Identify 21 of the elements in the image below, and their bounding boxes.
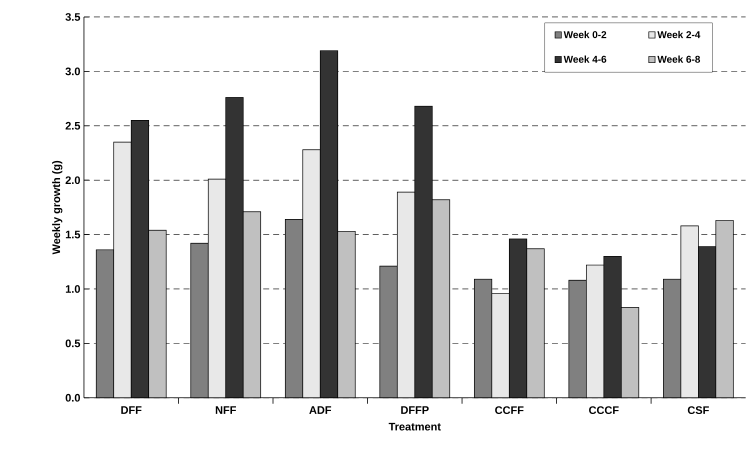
x-tick-label: CCFF	[495, 406, 524, 414]
y-tick-label: 0.0	[66, 394, 80, 402]
legend-label: Week 2-4	[657, 30, 700, 38]
x-tick-label: DFF	[121, 406, 142, 414]
x-tick-label: ADF	[309, 406, 332, 414]
y-tick-label: 1.0	[66, 285, 80, 293]
legend-label: Week 0-2	[564, 30, 606, 38]
y-tick-label: 1.5	[66, 230, 80, 239]
x-tick-label: CSF	[688, 406, 709, 414]
x-tick-label: NFF	[216, 406, 236, 414]
y-tick-label: 2.5	[66, 122, 80, 130]
y-tick-label: 2.0	[66, 176, 80, 184]
legend-label: Week 6-8	[657, 56, 700, 63]
y-tick-label: 0.5	[66, 340, 80, 348]
y-tick-label: 3.5	[65, 13, 80, 21]
x-tick-label: CCCF	[589, 406, 619, 414]
x-tick-label: DFFP	[401, 406, 429, 414]
legend-label: Week 4-6	[564, 56, 606, 63]
x-axis-title: Treatment	[388, 422, 441, 431]
y-axis-title: Weekly growth (g)	[52, 160, 62, 255]
y-tick-label: 3.0	[65, 68, 80, 76]
